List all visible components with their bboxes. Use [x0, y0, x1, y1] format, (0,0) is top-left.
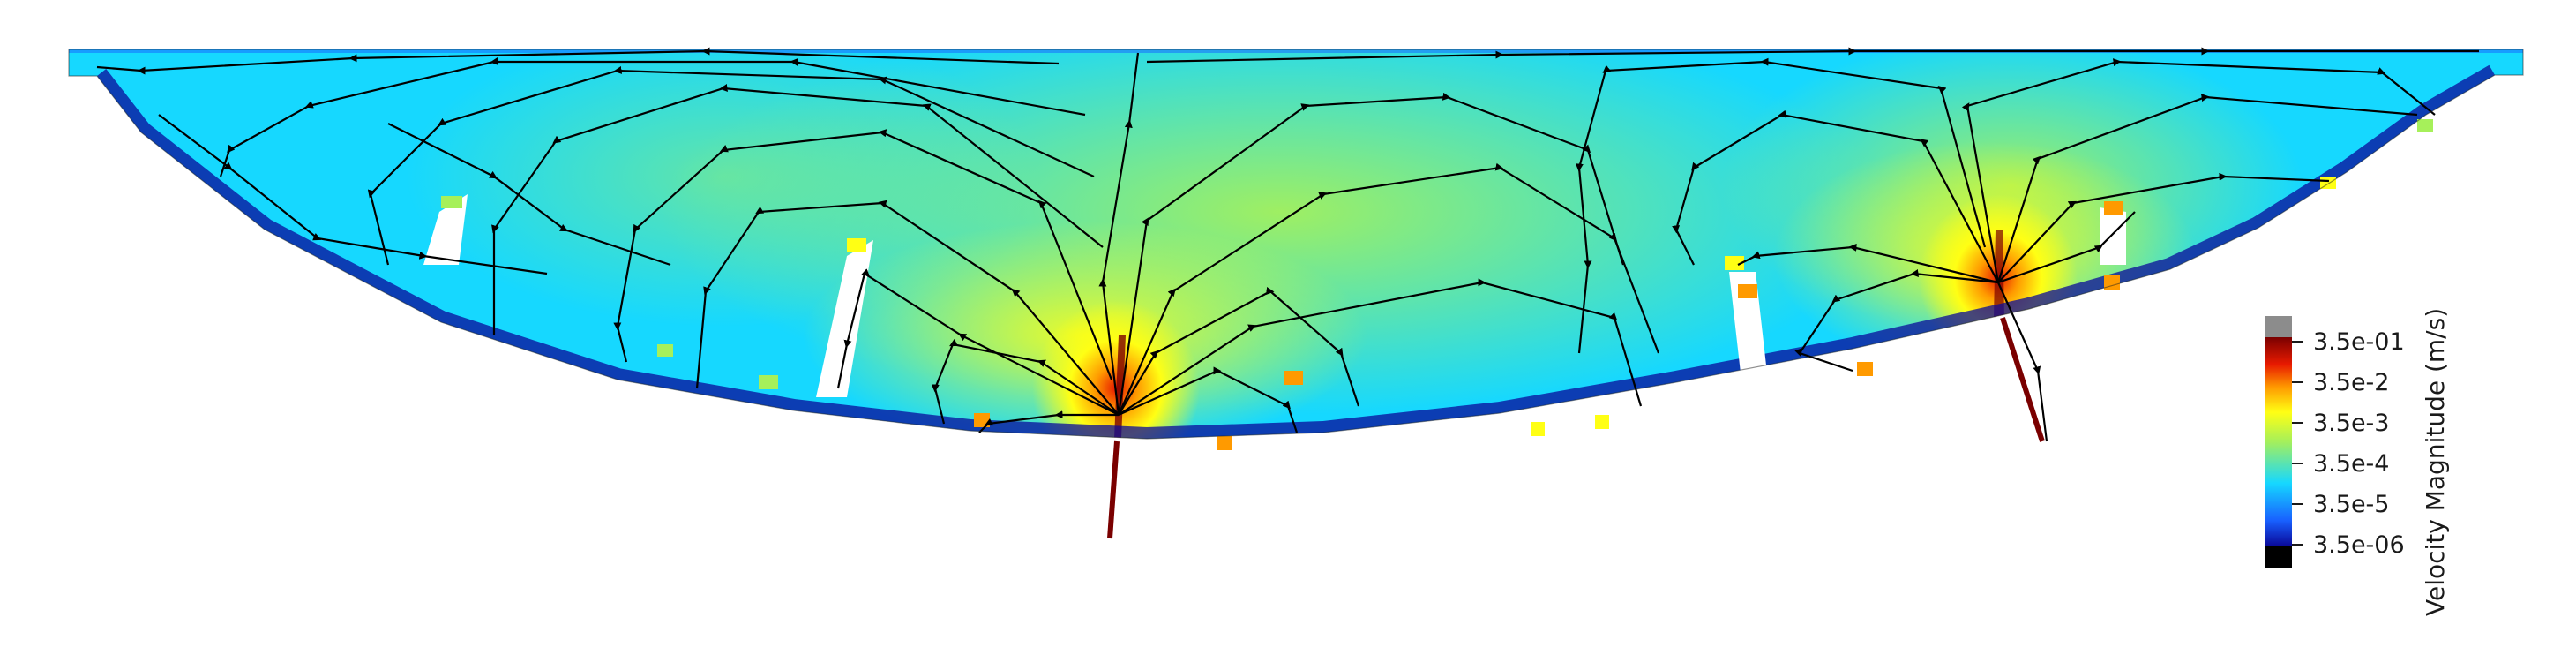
domain-outline: [68, 49, 2524, 440]
inlet-12: [1738, 284, 1757, 298]
colorbar-tick-label: 3.5e-06: [2313, 531, 2405, 559]
streamline: [1997, 211, 2136, 284]
flow-domain: [69, 49, 2523, 439]
colorbar-tick-label: 3.5e-2: [2313, 369, 2389, 396]
streamlines: [96, 47, 2479, 442]
streamline: [1118, 366, 1299, 433]
streamline: [931, 338, 1120, 425]
colorbar-ramp: [2265, 337, 2292, 546]
inlet-14: [2104, 201, 2123, 215]
colorbar-over-swatch: [2265, 316, 2292, 337]
colorbar-tick-label: 3.5e-4: [2313, 450, 2389, 478]
top-boundary-band: [69, 49, 2523, 53]
streamline: [1146, 47, 2479, 64]
baffle-3: [1729, 272, 1769, 388]
inlet-8: [1284, 371, 1303, 385]
colorbar-title: Velocity Magnitude (m/s): [2421, 308, 2450, 616]
streamline: [1575, 57, 1987, 354]
inlet-1: [205, 152, 222, 164]
streamline: [219, 57, 1086, 177]
inlet-5: [847, 238, 866, 252]
jet-stem-right: [2000, 317, 2045, 442]
colorbar-tick-label: 3.5e-5: [2313, 491, 2389, 518]
inlet-4: [759, 375, 778, 389]
colorbar-ticks: [2292, 341, 2303, 546]
colorbar: 3.5e-01 3.5e-2 3.5e-3 3.5e-4 3.5e-5 3.5e…: [2265, 308, 2450, 616]
streamline: [1098, 52, 1140, 416]
streamline: [96, 47, 1060, 75]
inlet-10: [1595, 415, 1609, 429]
streamline: [387, 123, 671, 267]
inlet-17: [2417, 119, 2433, 132]
colorbar-tick-label: 3.5e-3: [2313, 410, 2389, 437]
streamline: [1996, 282, 2048, 442]
streamline: [978, 410, 1119, 433]
baffle-1: [423, 194, 468, 265]
streamline: [1794, 269, 1999, 373]
jet-core-right: [1994, 230, 2004, 318]
inlet-3: [657, 344, 673, 357]
colorbar-under-swatch: [2265, 546, 2292, 568]
baffle-4: [2100, 207, 2126, 265]
streamline: [1118, 287, 1360, 416]
jet-stems: [1107, 317, 2045, 539]
streamline: [1961, 58, 2436, 283]
inlet-13: [1857, 362, 1873, 376]
streamline: [1997, 172, 2330, 283]
jet-stem-center: [1107, 440, 1120, 539]
colorbar-tick-label: 3.5e-01: [2313, 328, 2405, 356]
inlet-2: [441, 196, 462, 208]
inlet-7: [1217, 436, 1232, 450]
inlet-15: [2104, 275, 2120, 290]
inlet-9: [1531, 422, 1545, 436]
streamline: [158, 114, 548, 275]
